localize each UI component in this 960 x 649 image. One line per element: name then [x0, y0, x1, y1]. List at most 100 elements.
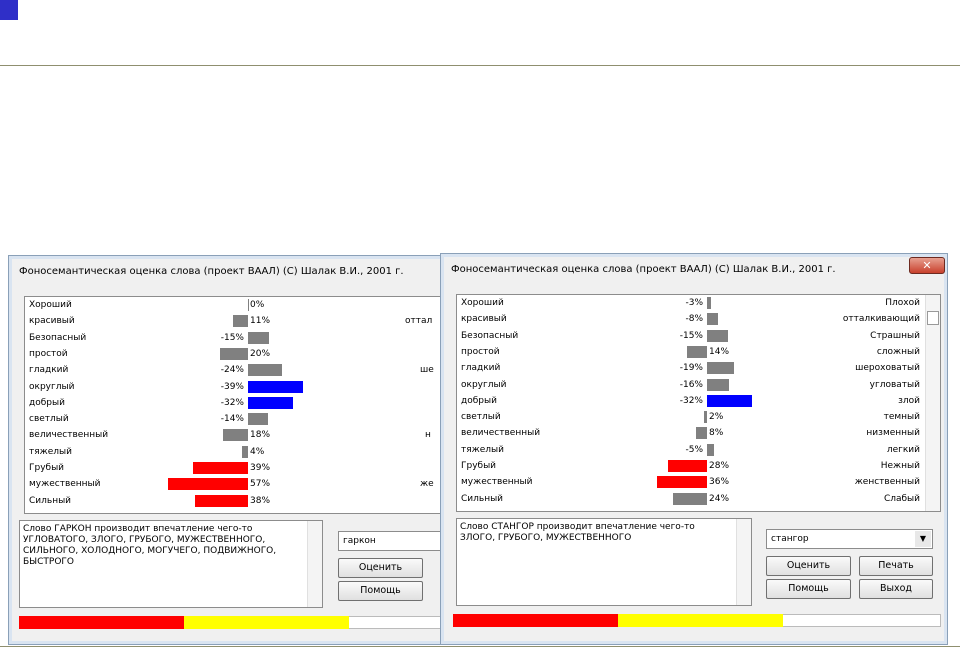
value-label: -32%: [220, 397, 244, 408]
row-label: простой: [461, 346, 500, 357]
progress-yellow: [618, 614, 783, 627]
row-label: мужественный: [29, 479, 101, 490]
bar: [687, 345, 707, 358]
value-label: 24%: [709, 493, 730, 504]
bar: [707, 297, 712, 309]
button[interactable]: Печать: [859, 556, 933, 576]
value-label: -16%: [679, 379, 703, 390]
row-right-label: н: [425, 430, 431, 441]
value-label: 14%: [709, 346, 730, 357]
row-label: светлый: [29, 414, 69, 425]
row-label: тяжелый: [29, 446, 73, 457]
bar: [248, 364, 282, 377]
bar: [242, 445, 248, 458]
row-right-label: ше: [420, 365, 434, 376]
row-right-label: Страшный: [870, 330, 920, 341]
row-right-label: отталкивающий: [842, 314, 920, 325]
value-label: 2%: [709, 412, 724, 423]
bar: [704, 411, 707, 424]
message-box: Слово СТАНГОР производит впечатление чег…: [456, 518, 752, 606]
row-right-label: Нежный: [880, 461, 920, 471]
bar: [220, 347, 248, 360]
row-right-label: темный: [883, 412, 920, 423]
message-scrollbar: [307, 521, 322, 607]
button[interactable]: Помощь: [338, 581, 423, 601]
row-right-label: оттал: [405, 316, 433, 327]
dropdown-arrow: ▼: [915, 531, 931, 547]
row-label: Хороший: [29, 300, 72, 310]
message-scrollbar: [736, 519, 751, 605]
word-text: гаркон: [343, 536, 376, 546]
bar: [707, 378, 730, 391]
close-button[interactable]: ✕: [909, 257, 945, 274]
value-label: 36%: [709, 477, 730, 488]
value-label: 20%: [250, 348, 271, 359]
button[interactable]: Выход: [859, 579, 933, 599]
row-label: красивый: [461, 314, 507, 325]
window-title: Фоносемантическая оценка слова (проект В…: [19, 266, 404, 277]
bar: [667, 460, 707, 472]
value-label: -19%: [679, 363, 703, 374]
bar: [707, 362, 734, 375]
bar: [222, 429, 248, 442]
row-label: Хороший: [461, 298, 504, 308]
button[interactable]: Помощь: [766, 579, 851, 599]
message-box: Слово ГАРКОН производит впечатление чего…: [19, 520, 323, 608]
bar: [707, 443, 714, 456]
word-text: стангор: [771, 534, 809, 544]
bar: [707, 313, 719, 326]
scroll-thumb[interactable]: [927, 311, 939, 325]
value-label: -15%: [679, 330, 703, 341]
bar: [656, 476, 707, 489]
row-right-label: шероховатый: [855, 363, 920, 374]
row-right-label: же: [420, 479, 434, 490]
divider-top: [0, 65, 960, 66]
value-label: -5%: [685, 444, 703, 455]
value-label: 57%: [250, 479, 271, 490]
row-label: Грубый: [461, 461, 497, 471]
button[interactable]: Оценить: [338, 558, 423, 578]
row-right-label: низменный: [866, 428, 920, 439]
row-label: красивый: [29, 316, 75, 327]
row-label: гладкий: [29, 365, 69, 376]
message-text: Слово СТАНГОР производит впечатление чег…: [460, 522, 695, 543]
bar: [248, 380, 303, 393]
row-right-label: Слабый: [883, 493, 920, 504]
row-label: величественный: [461, 428, 541, 439]
value-label: -39%: [220, 381, 244, 392]
row-label: добрый: [29, 397, 65, 408]
message-text: Слово ГАРКОН производит впечатление чего…: [23, 524, 277, 567]
button[interactable]: Оценить: [766, 556, 851, 576]
row-label: Безопасный: [29, 332, 87, 343]
value-label: -15%: [220, 332, 244, 343]
row-right-label: злой: [898, 395, 920, 406]
value-label: -3%: [685, 298, 703, 308]
row-label: простой: [29, 348, 68, 359]
bar: [248, 299, 249, 311]
value-label: -24%: [220, 365, 244, 376]
value-label: 38%: [250, 495, 271, 506]
bar: [707, 394, 752, 407]
value-label: 28%: [709, 461, 730, 471]
scrollbar: [925, 295, 940, 511]
progress-red: [19, 616, 184, 629]
bar: [248, 413, 268, 426]
value-label: 11%: [250, 316, 271, 327]
bar: [248, 331, 269, 344]
bar: [673, 492, 707, 505]
row-label: Безопасный: [461, 330, 519, 341]
row-label: округлый: [29, 381, 75, 392]
value-label: 18%: [250, 430, 271, 441]
window-title: Фоносемантическая оценка слова (проект В…: [451, 264, 836, 275]
window: Фоносемантическая оценка слова (проект В…: [440, 253, 948, 645]
row-right-label: женственный: [854, 477, 920, 488]
value-label: 0%: [250, 300, 265, 310]
row-label: светлый: [461, 412, 501, 423]
row-label: Сильный: [29, 495, 72, 506]
row-label: мужественный: [461, 477, 533, 488]
value-label: 39%: [250, 463, 271, 473]
word-input[interactable]: стангор ▼: [766, 529, 933, 549]
row-label: округлый: [461, 379, 507, 390]
bar: [194, 494, 248, 507]
